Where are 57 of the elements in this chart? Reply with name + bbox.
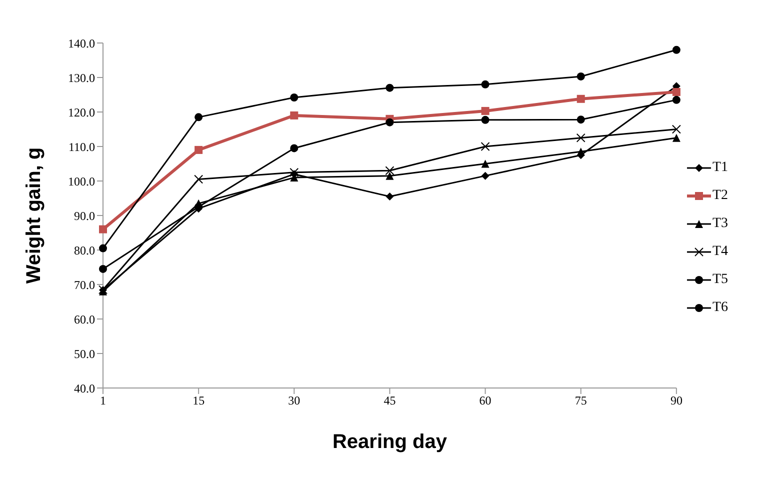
- point: [99, 264, 107, 273]
- y-tick-label: 90.0: [74, 208, 95, 223]
- legend-label: T4: [712, 244, 728, 260]
- point: [194, 113, 203, 122]
- y-tick-label: 80.0: [74, 243, 95, 258]
- y-tick-label: 40.0: [74, 381, 95, 396]
- legend-label: T1: [712, 160, 728, 176]
- y-tick-label: 130.0: [68, 70, 95, 85]
- point: [576, 94, 585, 103]
- y-tick-label: 110.0: [68, 140, 95, 154]
- point: [194, 146, 203, 154]
- legend-label: T6: [712, 300, 728, 316]
- point: [386, 84, 394, 92]
- point: [672, 124, 681, 134]
- point: [194, 174, 204, 184]
- point: [481, 172, 490, 180]
- y-axis-title: Weight gain, g: [23, 147, 46, 284]
- x-tick-label: 75: [574, 394, 587, 408]
- y-tick-label: 100.0: [68, 174, 95, 188]
- point: [290, 168, 299, 177]
- point: [386, 192, 394, 201]
- x-tick-label: 60: [479, 394, 492, 408]
- point: [481, 116, 490, 124]
- point: [386, 118, 394, 126]
- y-tick-label: 50.0: [74, 346, 95, 361]
- legend-label: T3: [712, 216, 728, 232]
- point: [576, 72, 585, 80]
- point: [290, 94, 298, 102]
- point: [481, 160, 490, 168]
- y-tick-label: 70.0: [74, 278, 95, 292]
- point: [290, 111, 298, 120]
- point: [576, 116, 585, 124]
- point: [672, 46, 680, 54]
- legend-label: T2: [712, 188, 728, 204]
- point: [672, 134, 680, 142]
- point: [672, 96, 680, 104]
- y-tick-label: 120.0: [68, 105, 95, 120]
- x-axis-title: Rearing day: [332, 431, 448, 453]
- point: [99, 244, 107, 252]
- point: [290, 144, 298, 152]
- point: [576, 148, 585, 156]
- x-tick-label: 45: [384, 394, 396, 408]
- point: [99, 225, 107, 234]
- x-tick-label: 30: [288, 394, 300, 408]
- x-tick-label: 90: [670, 394, 682, 408]
- point: [672, 88, 680, 96]
- point: [481, 106, 490, 115]
- point: [481, 80, 490, 88]
- y-tick-label: 140.0: [68, 36, 95, 50]
- y-tick-label: 60.0: [74, 312, 95, 326]
- legend-label: T5: [712, 272, 728, 288]
- x-tick-label: 1: [100, 394, 106, 408]
- point: [385, 166, 394, 176]
- point: [480, 142, 490, 151]
- point: [386, 172, 394, 180]
- x-tick-label: 15: [192, 394, 205, 408]
- point: [576, 133, 586, 142]
